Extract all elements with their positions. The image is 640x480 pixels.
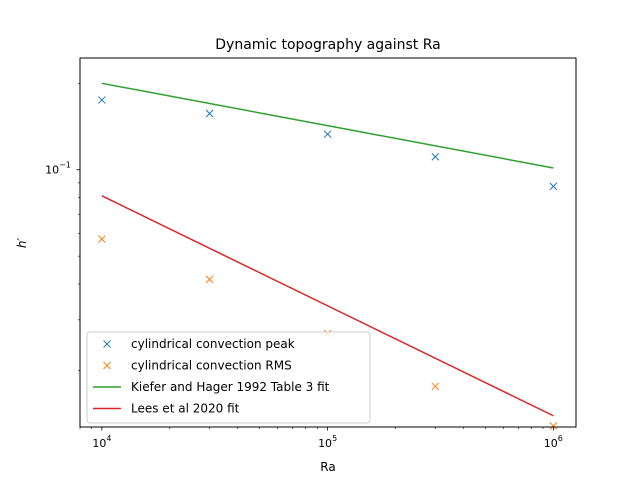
cylindrical-convection-peak-point <box>323 130 332 139</box>
cylindrical-convection-rms-point <box>98 235 106 244</box>
cylindrical-convection-peak-point <box>205 109 214 118</box>
cylindrical-convection-peak-point <box>549 182 558 191</box>
axes: 104 105 106 10−1 <box>45 83 563 450</box>
kiefer-and-hager-1992-table-3-fit-line <box>101 82 554 169</box>
cylindrical-convection-rms-point <box>549 422 558 430</box>
x-tick-label: 104 <box>92 434 111 450</box>
cylindrical-convection-rms-point <box>205 275 214 284</box>
y-axis-label: h′ <box>15 238 29 249</box>
cylindrical-convection-rms-point <box>431 382 440 391</box>
legend-label: cylindrical convection RMS <box>131 359 292 373</box>
cylindrical-convection-peak-point <box>431 152 440 161</box>
x-axis-label: Ra <box>320 460 335 474</box>
legend-label: Kiefer and Hager 1992 Table 3 fit <box>131 380 330 394</box>
plot-frame <box>79 57 577 428</box>
legend-swatch-cylindrical-convection-peak <box>103 340 111 348</box>
legend-label: cylindrical convection peak <box>131 337 295 351</box>
y-tick-label: 10−1 <box>45 161 71 177</box>
x-tick-label: 106 <box>544 434 563 450</box>
legend: cylindrical convection peak cylindrical c… <box>86 331 371 424</box>
legend-label: Lees et al 2020 fit <box>131 402 240 416</box>
chart-title: Dynamic topography against Ra <box>215 37 440 53</box>
legend-box <box>86 331 371 424</box>
data-marks <box>98 82 558 430</box>
x-tick-label: 105 <box>318 434 337 450</box>
legend-swatch-cylindrical-convection-rms <box>103 361 111 370</box>
lees-et-al-2020-fit-line <box>101 195 554 417</box>
cylindrical-convection-peak-point <box>98 96 106 104</box>
